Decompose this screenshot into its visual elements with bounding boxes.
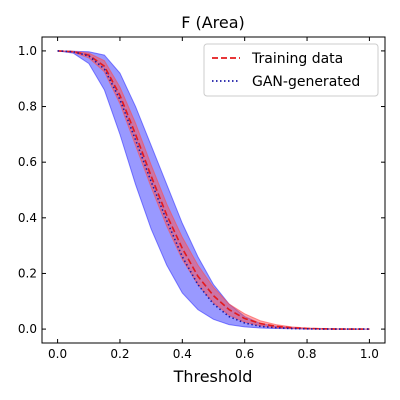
y-tick-label: 0.0 xyxy=(18,322,37,336)
x-tick-label: 0.6 xyxy=(235,347,254,361)
legend: Training data GAN-generated xyxy=(203,43,379,97)
line-training-data xyxy=(57,50,370,330)
plot-frame xyxy=(41,36,386,344)
chart-title: F (Area) xyxy=(181,13,245,32)
confidence-bands xyxy=(57,50,370,330)
y-tick-label: 0.6 xyxy=(18,155,37,169)
x-tick-label: 0.8 xyxy=(297,347,316,361)
x-axis-label: Threshold xyxy=(173,367,253,386)
x-tick-label: 0.0 xyxy=(48,347,67,361)
x-tick-label: 0.4 xyxy=(173,347,192,361)
legend-box xyxy=(203,43,379,97)
series-lines xyxy=(57,50,370,330)
axes: 0.0 0.2 0.4 0.6 0.8 1.0 0.0 0.2 0.4 0.6 0.8 1.0 xyxy=(18,36,386,361)
x-tick-label: 1.0 xyxy=(360,347,379,361)
y-tick-label: 1.0 xyxy=(18,44,37,58)
y-tick-label: 0.8 xyxy=(18,100,37,114)
y-tick-label: 0.2 xyxy=(18,266,37,280)
line-gan-generated xyxy=(57,50,370,330)
band-gan-generated xyxy=(57,50,370,330)
x-tick-label: 0.2 xyxy=(110,347,129,361)
band-training-data xyxy=(57,50,370,330)
legend-label: GAN-generated xyxy=(252,74,360,90)
y-tick-label: 0.4 xyxy=(18,211,37,225)
legend-label: Training data xyxy=(251,51,343,67)
